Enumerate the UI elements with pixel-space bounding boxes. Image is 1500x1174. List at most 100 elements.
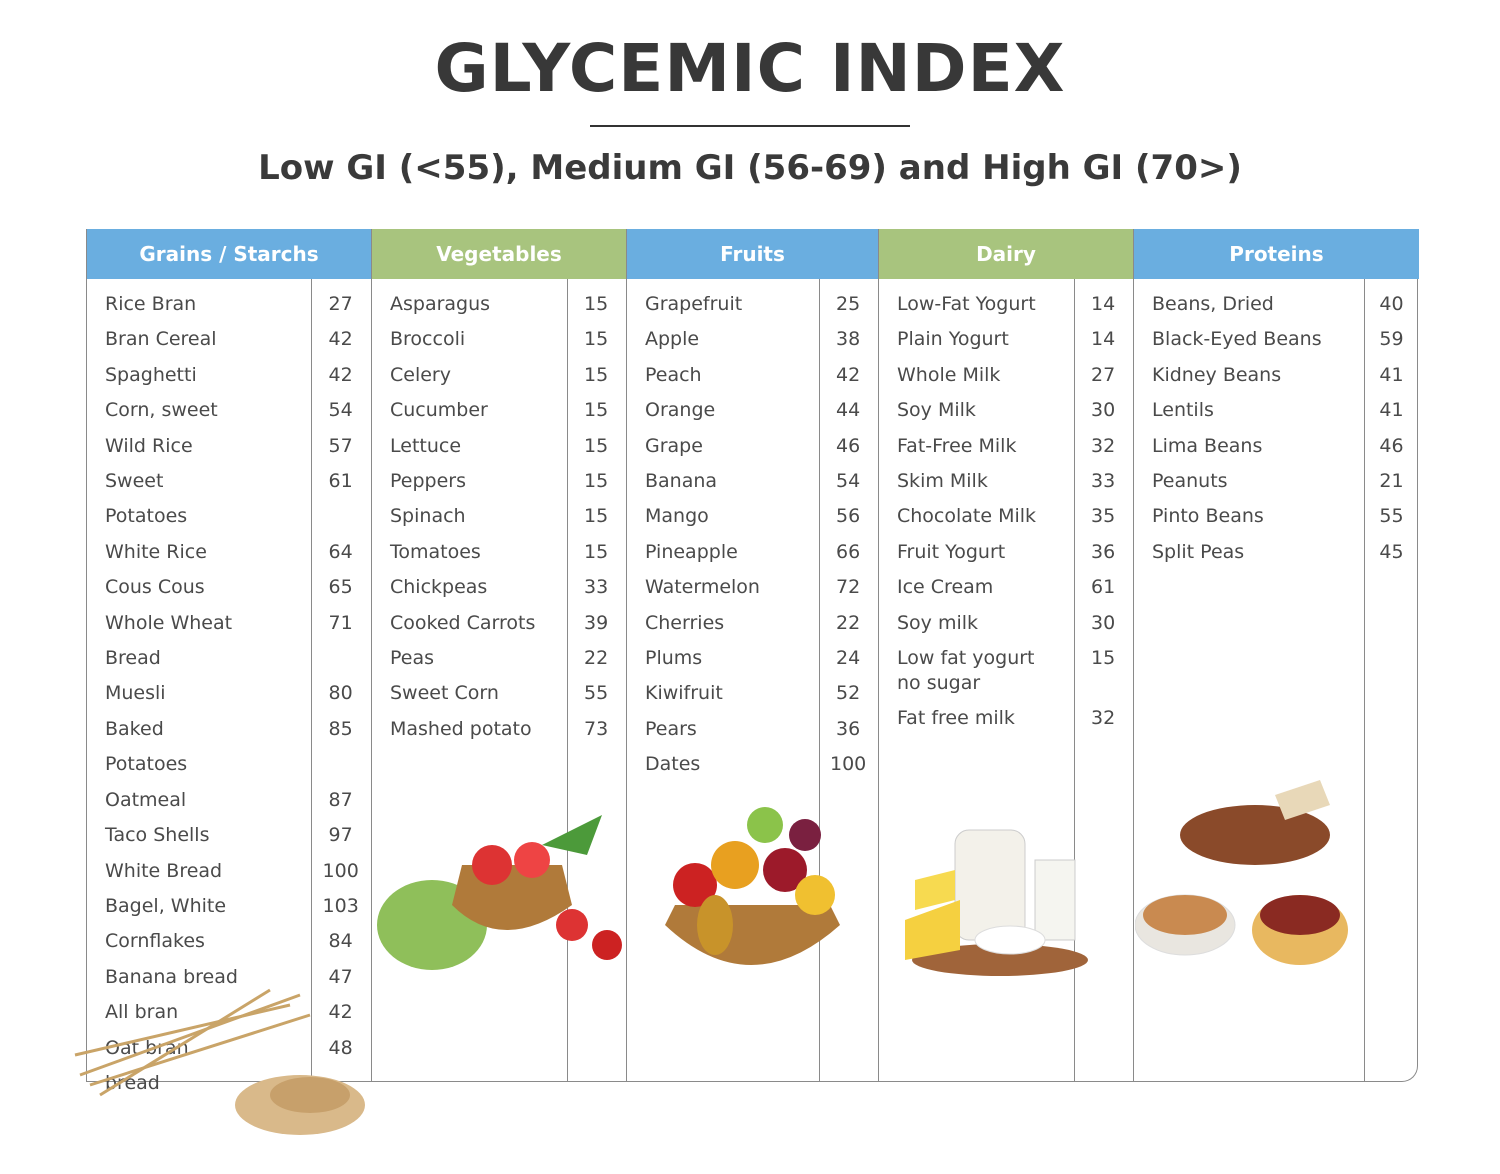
gi-value: 61 <box>328 470 353 493</box>
food-name: Fat-Free Milk <box>897 434 1017 457</box>
food-name: Bagel, White <box>105 894 227 917</box>
column-divider <box>1364 279 1365 1081</box>
gi-value: 22 <box>836 611 861 634</box>
food-name: Celery <box>390 363 451 386</box>
item-row: Whole Wheat Bread 71 <box>87 606 371 677</box>
gi-value: 84 <box>328 930 353 953</box>
item-row: Plums 24 <box>627 641 878 676</box>
item-row: Cucumber 15 <box>372 393 626 428</box>
item-row: Lettuce 15 <box>372 429 626 464</box>
item-row: Fruit Yogurt 36 <box>879 535 1133 570</box>
gi-value: 57 <box>328 434 353 457</box>
food-name: Ice Cream <box>897 576 994 599</box>
item-row: Low fat yogurt no sugar 15 <box>879 641 1133 701</box>
gi-value: 87 <box>328 788 353 811</box>
food-name: Soy milk <box>897 611 979 634</box>
category-heading: Fruits <box>627 229 878 279</box>
category-heading: Vegetables <box>372 229 626 279</box>
item-row: Lima Beans 46 <box>1134 429 1419 464</box>
food-name: Split Peas <box>1152 540 1245 563</box>
gi-value: 42 <box>328 328 353 351</box>
gi-value: 42 <box>328 1001 353 1024</box>
food-name: Plums <box>645 647 703 670</box>
category-column: Proteins Beans, Dried 40 Black-Eyed Beans 59… <box>1134 229 1419 1081</box>
food-name: Pinto Beans <box>1152 505 1264 528</box>
item-row: Fat free milk 32 <box>879 701 1133 736</box>
food-name: Tomatoes <box>390 540 481 563</box>
gi-value: 65 <box>328 576 353 599</box>
item-row: Pinto Beans 55 <box>1134 499 1419 534</box>
item-row: Sweet Corn 55 <box>372 676 626 711</box>
item-row: Taco Shells 97 <box>87 818 371 853</box>
gi-value: 55 <box>584 682 609 705</box>
gi-value: 30 <box>1091 399 1116 422</box>
food-name: Chocolate Milk <box>897 505 1037 528</box>
item-row: Asparagus 15 <box>372 287 626 322</box>
gi-value: 15 <box>584 470 609 493</box>
food-name: Mashed potato <box>390 717 532 740</box>
item-row: Corn, sweet 54 <box>87 393 371 428</box>
item-list: Rice Bran 27 Bran Cereal 42 Spaghetti 42 Corn,… <box>87 279 371 1101</box>
gi-value: 33 <box>1091 470 1116 493</box>
food-name: Wild Rice <box>105 434 193 457</box>
title-rule <box>590 125 910 127</box>
item-row: Chocolate Milk 35 <box>879 499 1133 534</box>
gi-value: 33 <box>584 576 609 599</box>
gi-value: 45 <box>1379 540 1404 563</box>
gi-value: 64 <box>328 540 353 563</box>
food-name: Cherries <box>645 611 725 634</box>
gi-value: 61 <box>1091 576 1116 599</box>
column-divider <box>311 279 312 1081</box>
item-row: Skim Milk 33 <box>879 464 1133 499</box>
food-name: Sweet Potatoes <box>105 470 188 528</box>
item-row: Bagel, White 103 <box>87 889 371 924</box>
item-row: Ice Cream 61 <box>879 570 1133 605</box>
gi-value: 14 <box>1091 328 1116 351</box>
food-name: Dates <box>645 753 701 776</box>
food-name: Peach <box>645 363 702 386</box>
food-name: Skim Milk <box>897 470 988 493</box>
gi-value: 15 <box>584 328 609 351</box>
food-name: Orange <box>645 399 716 422</box>
fruits-image <box>665 807 840 965</box>
column-divider <box>1074 279 1075 1081</box>
category-column: Fruits Grapefruit 25 Apple 38 Peach 42 Orange 44… <box>627 229 879 1081</box>
gi-value: 80 <box>328 682 353 705</box>
food-name: Bran Cereal <box>105 328 217 351</box>
item-row: Peach 42 <box>627 358 878 393</box>
gi-value: 46 <box>836 434 861 457</box>
gi-value: 46 <box>1379 434 1404 457</box>
category-heading: Dairy <box>879 229 1133 279</box>
item-row: Peanuts 21 <box>1134 464 1419 499</box>
item-row: Soy milk 30 <box>879 606 1133 641</box>
gi-value: 41 <box>1379 399 1404 422</box>
food-name: Kidney Beans <box>1152 363 1282 386</box>
title: GLYCEMIC INDEX <box>434 30 1066 107</box>
food-name: Grapefruit <box>645 293 743 315</box>
item-row: Mashed potato 73 <box>372 712 626 747</box>
item-row: Tomatoes 15 <box>372 535 626 570</box>
food-name: Beans, Dried <box>1152 293 1274 315</box>
item-row: Dates 100 <box>627 747 878 782</box>
item-row: Whole Milk 27 <box>879 358 1133 393</box>
item-row: Cous Cous 65 <box>87 570 371 605</box>
item-row: Broccoli 15 <box>372 322 626 357</box>
gi-value: 24 <box>836 647 861 670</box>
item-row: Black-Eyed Beans 59 <box>1134 322 1419 357</box>
vegetables-image <box>377 815 622 970</box>
gi-value: 15 <box>584 434 609 457</box>
food-name: Lentils <box>1152 399 1214 422</box>
gi-value: 15 <box>584 363 609 386</box>
gi-value: 59 <box>1379 328 1404 351</box>
food-name: Oatmeal <box>105 788 187 811</box>
item-row: Baked Potatoes 85 <box>87 712 371 783</box>
food-name: Plain Yogurt <box>897 328 1009 351</box>
gi-value: 32 <box>1091 707 1116 730</box>
food-name: Lettuce <box>390 434 462 457</box>
food-name: Sweet Corn <box>390 682 499 705</box>
food-name: Baked Potatoes <box>105 717 188 776</box>
gi-value: 36 <box>836 717 861 740</box>
item-row: Cooked Carrots 39 <box>372 606 626 641</box>
item-list: Low-Fat Yogurt 14 Plain Yogurt 14 Whole Milk… <box>879 279 1133 736</box>
gi-value: 47 <box>328 965 353 988</box>
